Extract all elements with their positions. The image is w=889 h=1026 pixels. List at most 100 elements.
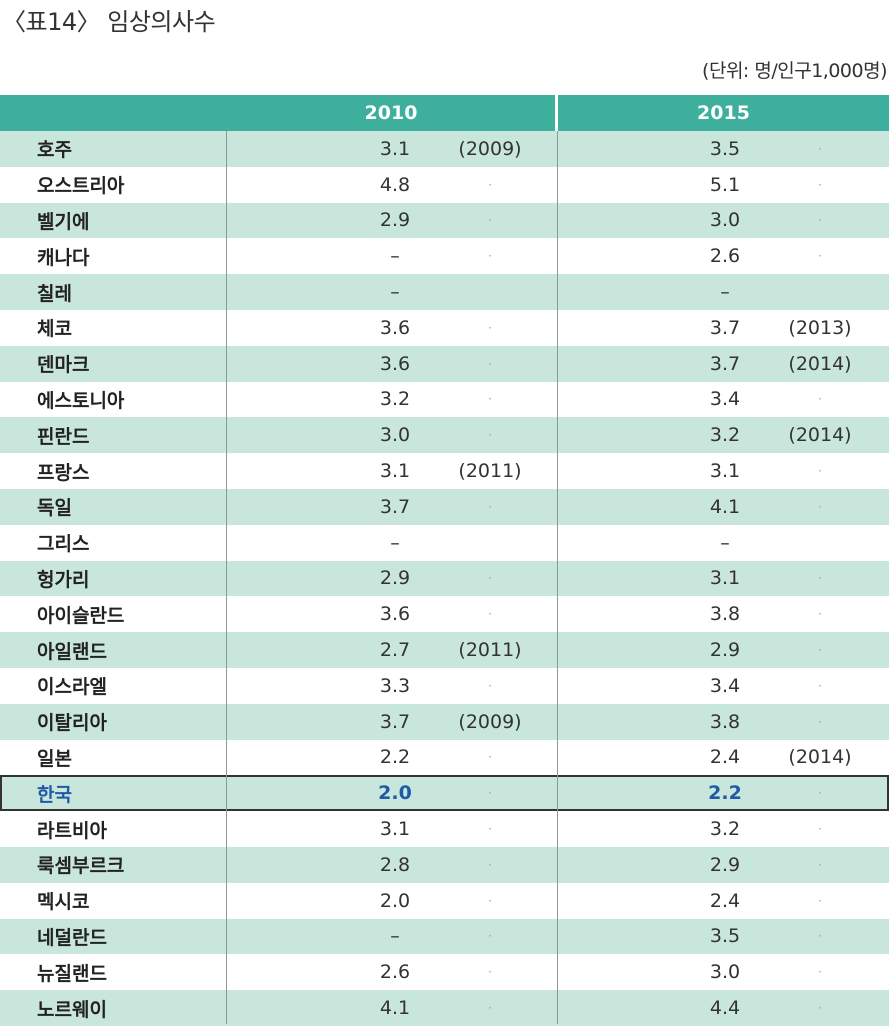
value-2010: 2.0: [379, 889, 411, 912]
value-2015: 3.4: [709, 674, 741, 697]
value-2010: 2.9: [379, 567, 411, 590]
value-2010: 3.1: [379, 818, 411, 841]
note-2010: ·: [488, 1001, 492, 1016]
table-row: 아이슬란드 3.6 · 3.8 ·: [0, 596, 889, 633]
value-2015: 4.1: [709, 495, 741, 518]
table-row: 체코 3.6 · 3.7 (2013): [0, 309, 889, 346]
value-2015: 3.7: [709, 352, 741, 375]
value-2010: 2.8: [379, 853, 411, 876]
value-2010: 3.3: [379, 674, 411, 697]
note-2010: ·: [488, 965, 492, 980]
note-2015: ·: [818, 607, 822, 622]
value-2015: 3.1: [709, 567, 741, 590]
value-2015: 5.1: [709, 173, 741, 196]
note-2010: ·: [488, 177, 492, 192]
country-name: 그리스: [37, 533, 90, 556]
column-header-2010: 2010: [364, 102, 418, 124]
column-divider-year: [557, 131, 558, 1024]
value-2015: 2.9: [709, 639, 741, 662]
note-2010: (2011): [458, 639, 522, 662]
value-2015: 3.8: [709, 710, 741, 733]
value-2015: 3.5: [709, 925, 741, 948]
value-2010: 3.0: [379, 424, 411, 447]
note-2010: ·: [488, 857, 492, 872]
value-2010: 3.6: [379, 603, 411, 626]
value-2010: 3.2: [379, 388, 411, 411]
note-2010: ·: [488, 249, 492, 264]
country-name: 덴마크: [37, 354, 90, 377]
table-row: 에스토니아 3.2 · 3.4 ·: [0, 381, 889, 418]
country-name: 일본: [37, 747, 72, 770]
note-2010: [430, 274, 550, 310]
table-row: 칠레 – –: [0, 274, 889, 310]
header-divider: [555, 95, 558, 131]
country-name: 에스토니아: [37, 389, 125, 412]
country-name: 이탈리아: [37, 712, 107, 735]
note-2010: ·: [488, 786, 492, 801]
value-2015: 3.4: [709, 388, 741, 411]
note-2010: (2009): [458, 137, 522, 160]
country-name: 멕시코: [37, 891, 90, 914]
value-2015: 3.1: [709, 460, 741, 483]
value-2015: 4.4: [709, 997, 741, 1020]
country-name: 한국: [37, 783, 72, 806]
value-2015: –: [720, 531, 730, 554]
country-name: 이스라엘: [37, 676, 107, 699]
table-row: 호주 3.1 (2009) 3.5 ·: [0, 131, 889, 167]
table-row: 멕시코 2.0 · 2.4 ·: [0, 882, 889, 919]
value-2010: 3.6: [379, 316, 411, 339]
country-name: 벨기에: [37, 210, 90, 233]
note-2010: ·: [488, 320, 492, 335]
table-row: 오스트리아 4.8 · 5.1 ·: [0, 166, 889, 203]
note-2015: ·: [818, 464, 822, 479]
note-2015: ·: [818, 786, 822, 801]
value-2015: 2.2: [708, 782, 742, 805]
physicians-table: 2010 2015 호주 3.1 (2009) 3.5 · 오스트리아 4.8 · 5.1 · 벨기…: [0, 95, 889, 1026]
note-2015: ·: [818, 714, 822, 729]
value-2010: –: [390, 531, 400, 554]
value-2010: 3.7: [379, 495, 411, 518]
note-2015: ·: [818, 822, 822, 837]
value-2010: 2.7: [379, 639, 411, 662]
table-row: 라트비아 3.1 · 3.2 ·: [0, 811, 889, 847]
table-row: 뉴질랜드 2.6 · 3.0 ·: [0, 954, 889, 991]
column-divider-country: [226, 131, 227, 1024]
note-2010: [430, 525, 550, 561]
country-name: 룩셈부르크: [37, 855, 125, 878]
value-2010: 2.9: [379, 209, 411, 232]
note-2015: [760, 274, 880, 310]
note-2010: ·: [488, 392, 492, 407]
note-2010: ·: [488, 571, 492, 586]
value-2015: 2.4: [709, 889, 741, 912]
table-row: 캐나다 – · 2.6 ·: [0, 238, 889, 275]
value-2010: 3.6: [379, 352, 411, 375]
note-2015: (2014): [788, 352, 852, 375]
unit-label: (단위: 명/인구1,000명): [702, 60, 887, 82]
country-name: 노르웨이: [37, 998, 107, 1021]
value-2010: –: [390, 245, 400, 268]
table-row: 이스라엘 3.3 · 3.4 ·: [0, 667, 889, 704]
note-2015: (2014): [788, 746, 852, 769]
value-2010: 2.2: [379, 746, 411, 769]
table-body: 호주 3.1 (2009) 3.5 · 오스트리아 4.8 · 5.1 · 벨기에 2.9 · 3.0 · 캐…: [0, 131, 889, 1026]
table-row: 벨기에 2.9 · 3.0 ·: [0, 202, 889, 239]
value-2015: 3.0: [709, 961, 741, 984]
value-2015: 2.9: [709, 853, 741, 876]
value-2015: 3.2: [709, 818, 741, 841]
table-row: 핀란드 3.0 · 3.2 (2014): [0, 417, 889, 454]
note-2015: ·: [818, 643, 822, 658]
country-name: 헝가리: [37, 568, 90, 591]
table-row: 네덜란드 – · 3.5 ·: [0, 918, 889, 955]
table-row: 룩셈부르크 2.8 · 2.9 ·: [0, 846, 889, 883]
value-2015: 3.2: [709, 424, 741, 447]
note-2015: (2014): [788, 424, 852, 447]
note-2010: ·: [488, 356, 492, 371]
value-2010: 4.1: [379, 997, 411, 1020]
value-2015: 3.0: [709, 209, 741, 232]
table-row: 프랑스 3.1 (2011) 3.1 ·: [0, 453, 889, 489]
note-2010: ·: [488, 750, 492, 765]
value-2015: 2.6: [709, 245, 741, 268]
table-row: 이탈리아 3.7 (2009) 3.8 ·: [0, 703, 889, 740]
value-2010: 2.0: [378, 782, 412, 805]
note-2010: ·: [488, 213, 492, 228]
